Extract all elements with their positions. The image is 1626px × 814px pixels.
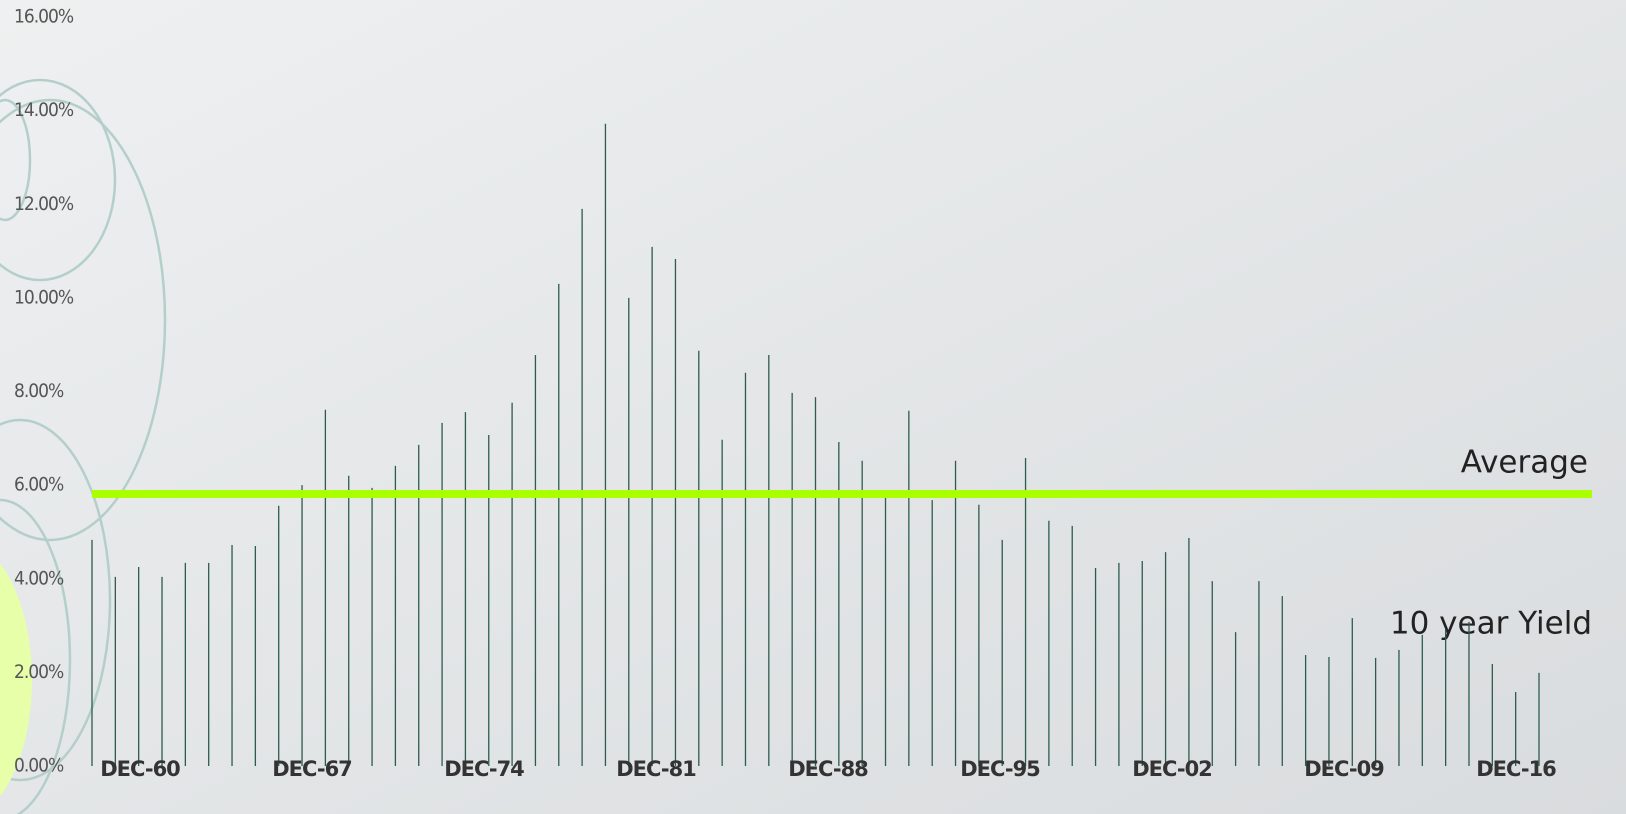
x-tick-label: DEC-02 [1132, 757, 1212, 781]
y-tick-label: 2.00% [14, 661, 64, 683]
series-label: 10 year Yield [1390, 606, 1592, 642]
y-tick-label: 0.00% [14, 755, 64, 777]
y-tick-label: 4.00% [14, 567, 64, 589]
y-tick-label: 12.00% [14, 193, 74, 215]
decoration [0, 78, 167, 814]
y-tick-label: 16.00% [14, 6, 74, 28]
x-tick-label: DEC-16 [1476, 757, 1556, 781]
x-tick-label: DEC-74 [444, 757, 524, 781]
x-tick-label: DEC-67 [272, 757, 352, 781]
average-label: Average [1461, 445, 1588, 481]
x-tick-label: DEC-09 [1304, 757, 1384, 781]
x-tick-label: DEC-81 [616, 757, 696, 781]
y-tick-label: 10.00% [14, 286, 74, 308]
x-tick-label: DEC-88 [788, 757, 868, 781]
x-tick-label: DEC-95 [960, 757, 1040, 781]
decoration-fill [0, 563, 32, 797]
y-tick-label: 6.00% [14, 474, 64, 496]
y-tick-label: 8.00% [14, 380, 64, 402]
y-tick-label: 14.00% [14, 99, 74, 121]
x-tick-label: DEC-60 [100, 757, 180, 781]
